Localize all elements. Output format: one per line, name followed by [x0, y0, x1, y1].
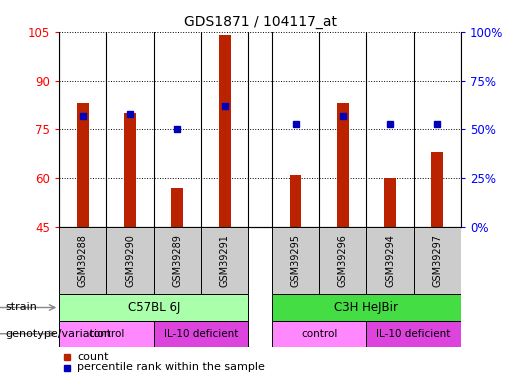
- Bar: [384, 178, 396, 227]
- Bar: [219, 35, 231, 227]
- Bar: [201, 227, 248, 294]
- Bar: [272, 227, 319, 294]
- Bar: [366, 227, 414, 294]
- Bar: [432, 152, 443, 227]
- Bar: [154, 321, 248, 347]
- Bar: [171, 188, 183, 227]
- Bar: [414, 227, 461, 294]
- Title: GDS1871 / 104117_at: GDS1871 / 104117_at: [183, 15, 337, 30]
- Bar: [59, 227, 107, 294]
- Text: GSM39289: GSM39289: [173, 234, 182, 287]
- Text: GSM39291: GSM39291: [219, 234, 230, 287]
- Text: control: control: [88, 329, 125, 339]
- Text: genotype/variation: genotype/variation: [5, 329, 111, 339]
- Text: GSM39294: GSM39294: [385, 234, 395, 287]
- Text: GSM39295: GSM39295: [290, 234, 301, 287]
- Bar: [59, 294, 248, 321]
- Text: C3H HeJBir: C3H HeJBir: [334, 301, 399, 314]
- Bar: [337, 104, 349, 227]
- Text: IL-10 deficient: IL-10 deficient: [376, 329, 451, 339]
- Text: C57BL 6J: C57BL 6J: [128, 301, 180, 314]
- Bar: [272, 294, 461, 321]
- Text: GSM39297: GSM39297: [432, 234, 442, 287]
- Bar: [59, 321, 154, 347]
- Text: GSM39288: GSM39288: [78, 234, 88, 287]
- Bar: [319, 227, 366, 294]
- Text: control: control: [301, 329, 337, 339]
- Text: percentile rank within the sample: percentile rank within the sample: [77, 363, 265, 372]
- Text: count: count: [77, 352, 109, 362]
- Text: GSM39290: GSM39290: [125, 234, 135, 287]
- Text: IL-10 deficient: IL-10 deficient: [164, 329, 238, 339]
- Bar: [272, 321, 366, 347]
- Bar: [124, 113, 136, 227]
- Bar: [154, 227, 201, 294]
- Bar: [77, 104, 89, 227]
- Bar: [366, 321, 461, 347]
- Bar: [107, 227, 154, 294]
- Text: strain: strain: [5, 303, 37, 312]
- Text: GSM39296: GSM39296: [338, 234, 348, 287]
- Bar: [289, 175, 301, 227]
